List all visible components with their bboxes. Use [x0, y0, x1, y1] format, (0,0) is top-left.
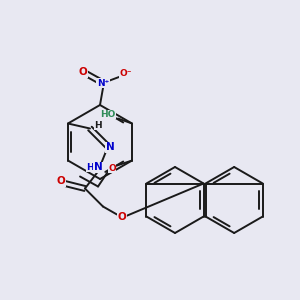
Text: H: H — [86, 163, 94, 172]
Text: O⁻: O⁻ — [120, 70, 132, 79]
Text: O: O — [79, 67, 87, 77]
Text: O: O — [57, 176, 65, 187]
Text: N: N — [94, 163, 102, 172]
Text: N⁺: N⁺ — [97, 79, 109, 88]
Text: HO: HO — [100, 110, 116, 119]
Text: O: O — [108, 164, 116, 173]
Text: O: O — [118, 212, 126, 221]
Text: N: N — [106, 142, 114, 152]
Text: H: H — [94, 121, 102, 130]
